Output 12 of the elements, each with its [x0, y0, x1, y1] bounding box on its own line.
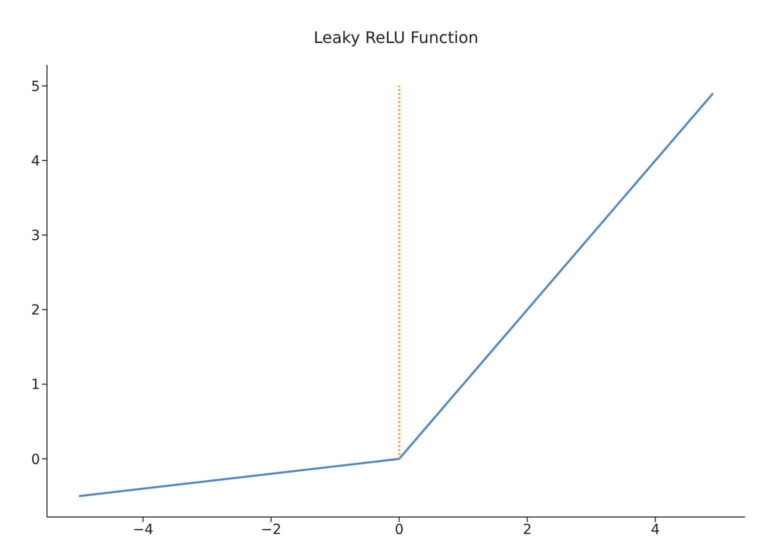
y-tick-label: 0 [31, 452, 40, 468]
y-tick-label: 4 [31, 153, 40, 170]
x-tick-label: −4 [132, 522, 154, 538]
y-tick-label: 5 [31, 78, 40, 95]
x-tick-label: 4 [650, 522, 660, 538]
y-tick-label: 1 [31, 377, 40, 394]
y-tick-label: 2 [31, 302, 40, 319]
chart-title: Leaky ReLU Function [312, 27, 480, 49]
x-tick-label: 0 [394, 522, 404, 538]
y-tick-label: 3 [31, 228, 40, 244]
x-tick-label: −2 [260, 522, 282, 538]
x-tick-label: 2 [522, 522, 532, 538]
